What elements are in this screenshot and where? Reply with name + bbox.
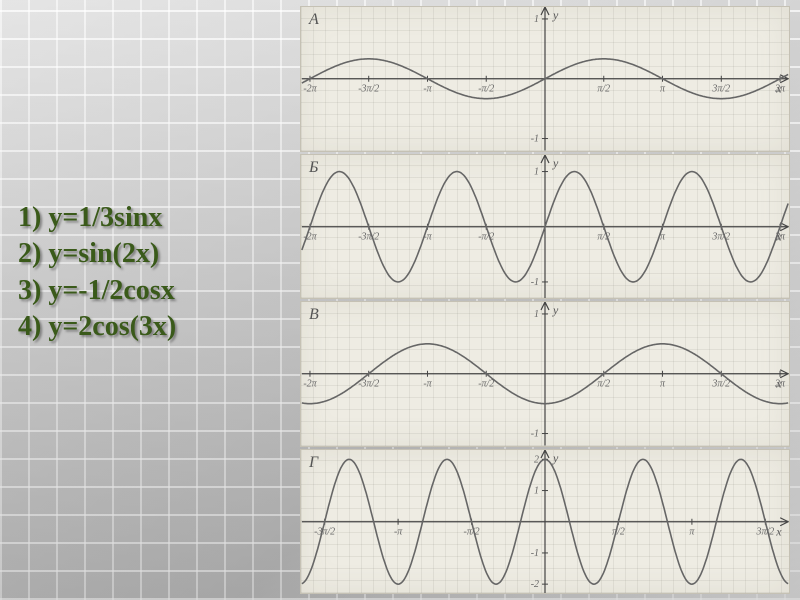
svg-text:3π/2: 3π/2 — [755, 526, 774, 537]
svg-text:3π/2: 3π/2 — [711, 84, 730, 95]
svg-text:π: π — [660, 379, 666, 390]
equation-2: 2) y=sin(2x) — [18, 236, 288, 272]
svg-text:y: y — [552, 303, 559, 317]
svg-text:1: 1 — [534, 485, 539, 496]
equation-3: 3) y=-1/2cosx — [18, 273, 288, 309]
chart-panel-c: В yx-2π-3π/2-π-π/2π/2π3π/22π1-1 — [300, 301, 790, 447]
svg-text:π/2: π/2 — [612, 526, 625, 537]
svg-text:1: 1 — [534, 309, 539, 320]
svg-text:-1: -1 — [531, 429, 539, 440]
equation-1: 1) y=1/3sinx — [18, 200, 288, 236]
charts-column: А yx-2π-3π/2-π-π/2π/2π3π/22π1-1 Б yx-2π-… — [300, 0, 800, 600]
equation-4: 4) y=2cos(3x) — [18, 309, 288, 345]
svg-text:-π: -π — [394, 526, 403, 537]
svg-text:-π/2: -π/2 — [478, 379, 494, 390]
chart-svg-c: yx-2π-3π/2-π-π/2π/2π3π/22π1-1 — [301, 302, 789, 446]
chart-panel-b: Б yx-2π-3π/2-π-π/2π/2π3π/22π1-1 — [300, 154, 790, 300]
svg-text:-3π/2: -3π/2 — [358, 84, 379, 95]
svg-text:-3π/2: -3π/2 — [358, 231, 379, 242]
svg-text:π/2: π/2 — [597, 84, 610, 95]
chart-panel-d: Г yx-3π/2-π-π/2π/2π3π/221-1-2 — [300, 449, 790, 595]
svg-text:-1: -1 — [531, 547, 539, 558]
svg-text:1: 1 — [534, 14, 539, 25]
svg-text:-2π: -2π — [303, 379, 317, 390]
svg-text:1: 1 — [534, 166, 539, 177]
svg-text:2π: 2π — [775, 379, 786, 390]
svg-text:x: x — [775, 524, 782, 538]
svg-text:-π/2: -π/2 — [478, 84, 494, 95]
svg-text:3π/2: 3π/2 — [711, 379, 730, 390]
svg-text:2π: 2π — [775, 84, 786, 95]
svg-text:-π: -π — [423, 379, 432, 390]
svg-text:-3π/2: -3π/2 — [314, 526, 335, 537]
chart-svg-a: yx-2π-3π/2-π-π/2π/2π3π/22π1-1 — [301, 7, 789, 151]
svg-text:y: y — [552, 8, 559, 22]
slide-content: 1) y=1/3sinx 2) y=sin(2x) 3) y=-1/2cosx … — [0, 0, 800, 600]
equations-block: 1) y=1/3sinx 2) y=sin(2x) 3) y=-1/2cosx … — [0, 0, 300, 600]
svg-text:-π: -π — [423, 84, 432, 95]
chart-panel-a: А yx-2π-3π/2-π-π/2π/2π3π/22π1-1 — [300, 6, 790, 152]
svg-text:π: π — [660, 84, 666, 95]
svg-text:π/2: π/2 — [597, 379, 610, 390]
svg-text:-2π: -2π — [303, 84, 317, 95]
svg-text:y: y — [552, 155, 559, 169]
svg-text:π: π — [689, 526, 695, 537]
svg-text:-1: -1 — [531, 134, 539, 145]
chart-svg-d: yx-3π/2-π-π/2π/2π3π/221-1-2 — [301, 450, 789, 594]
svg-text:-π/2: -π/2 — [464, 526, 480, 537]
svg-text:-1: -1 — [531, 276, 539, 287]
svg-text:-2: -2 — [531, 579, 539, 590]
chart-svg-b: yx-2π-3π/2-π-π/2π/2π3π/22π1-1 — [301, 155, 789, 299]
svg-text:y: y — [552, 450, 559, 464]
svg-text:3π/2: 3π/2 — [711, 231, 730, 242]
